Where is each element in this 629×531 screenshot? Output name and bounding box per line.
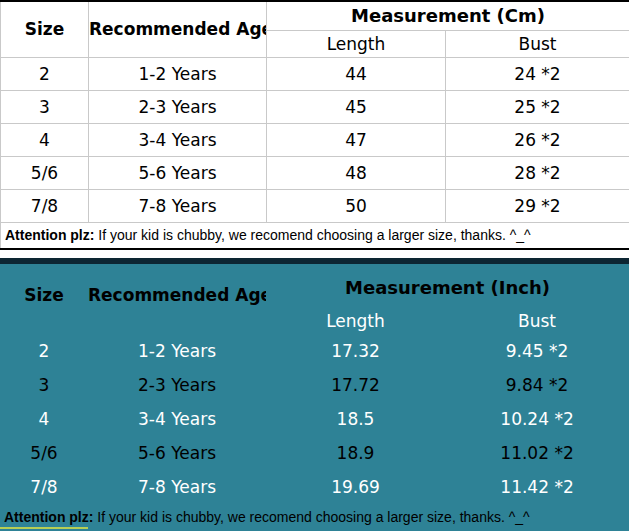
cm-length-cell: 50 bbox=[267, 189, 446, 222]
cm-attention-note: Attention plz: If your kid is chubby, we… bbox=[1, 222, 629, 249]
cm-table-row: 5/6 5-6 Years 48 28 *2 bbox=[1, 156, 629, 189]
size-chart-image: Size Recommended Age Measurement (Cm) Le… bbox=[0, 0, 629, 531]
inch-header-length: Length bbox=[266, 308, 445, 334]
inch-table-row: 3 2-3 Years 17.72 9.84 *2 bbox=[0, 368, 629, 402]
cm-age-cell: 1-2 Years bbox=[89, 57, 267, 90]
inch-table-row: 4 3-4 Years 18.5 10.24 *2 bbox=[0, 402, 629, 436]
inch-size-cell: 4 bbox=[0, 402, 88, 436]
inch-length-cell: 18.9 bbox=[266, 436, 445, 470]
inch-age-cell: 3-4 Years bbox=[88, 402, 266, 436]
cm-header-recommended-age: Recommended Age bbox=[89, 1, 267, 57]
inch-table-row: 7/8 7-8 Years 19.69 11.42 *2 bbox=[0, 470, 629, 504]
inch-attention-note: Attention plz: If your kid is chubby, we… bbox=[0, 504, 629, 528]
inch-header-size: Size bbox=[0, 266, 88, 334]
cm-header-measurement: Measurement (Cm) bbox=[267, 1, 629, 30]
size-chart-inch-table: Size Recommended Age Measurement (Inch) … bbox=[0, 266, 629, 528]
inch-age-cell: 7-8 Years bbox=[88, 470, 266, 504]
cm-bust-cell: 26 *2 bbox=[446, 123, 629, 156]
cm-length-cell: 48 bbox=[267, 156, 446, 189]
inch-header-measurement: Measurement (Inch) bbox=[266, 266, 629, 308]
cm-attention-label: Attention plz: bbox=[5, 227, 94, 243]
inch-size-cell: 2 bbox=[0, 334, 88, 368]
inch-age-cell: 2-3 Years bbox=[88, 368, 266, 402]
cm-age-cell: 3-4 Years bbox=[89, 123, 267, 156]
cm-size-cell: 3 bbox=[1, 90, 89, 123]
inch-bust-cell: 9.45 *2 bbox=[445, 334, 629, 368]
cm-table-row: 4 3-4 Years 47 26 *2 bbox=[1, 123, 629, 156]
cm-length-cell: 47 bbox=[267, 123, 446, 156]
inch-bust-cell: 10.24 *2 bbox=[445, 402, 629, 436]
inch-size-cell: 7/8 bbox=[0, 470, 88, 504]
cm-table-row: 2 1-2 Years 44 24 *2 bbox=[1, 57, 629, 90]
inch-attention-label: Attention plz: bbox=[4, 509, 93, 525]
cm-length-cell: 44 bbox=[267, 57, 446, 90]
cm-bust-cell: 25 *2 bbox=[446, 90, 629, 123]
cm-size-cell: 4 bbox=[1, 123, 89, 156]
inch-length-cell: 17.72 bbox=[266, 368, 445, 402]
inch-attention-text: If your kid is chubby, we recomend choos… bbox=[97, 509, 529, 525]
cm-size-cell: 2 bbox=[1, 57, 89, 90]
cm-header-bust: Bust bbox=[446, 30, 629, 57]
inch-age-cell: 1-2 Years bbox=[88, 334, 266, 368]
cm-size-cell: 5/6 bbox=[1, 156, 89, 189]
cm-age-cell: 5-6 Years bbox=[89, 156, 267, 189]
inch-length-cell: 19.69 bbox=[266, 470, 445, 504]
cm-attention-text: If your kid is chubby, we recomend choos… bbox=[98, 227, 530, 243]
cm-bust-cell: 24 *2 bbox=[446, 57, 629, 90]
cm-age-cell: 2-3 Years bbox=[89, 90, 267, 123]
cm-age-cell: 7-8 Years bbox=[89, 189, 267, 222]
inch-length-cell: 17.32 bbox=[266, 334, 445, 368]
inch-header-recommended-age: Recommended Age bbox=[88, 266, 266, 334]
cm-bust-cell: 28 *2 bbox=[446, 156, 629, 189]
inch-size-cell: 3 bbox=[0, 368, 88, 402]
inch-bust-cell: 11.42 *2 bbox=[445, 470, 629, 504]
cm-table-row: 3 2-3 Years 45 25 *2 bbox=[1, 90, 629, 123]
cm-length-cell: 45 bbox=[267, 90, 446, 123]
inch-length-cell: 18.5 bbox=[266, 402, 445, 436]
cm-header-length: Length bbox=[267, 30, 446, 57]
inch-bust-cell: 9.84 *2 bbox=[445, 368, 629, 402]
cropped-accent-bar bbox=[0, 527, 88, 529]
cm-header-size: Size bbox=[1, 1, 89, 57]
inch-age-cell: 5-6 Years bbox=[88, 436, 266, 470]
inch-size-cell: 5/6 bbox=[0, 436, 88, 470]
size-chart-cm-table: Size Recommended Age Measurement (Cm) Le… bbox=[0, 0, 629, 250]
size-chart-inch-section: Size Recommended Age Measurement (Inch) … bbox=[0, 264, 629, 531]
cm-size-cell: 7/8 bbox=[1, 189, 89, 222]
cm-table-row: 7/8 7-8 Years 50 29 *2 bbox=[1, 189, 629, 222]
inch-table-row: 2 1-2 Years 17.32 9.45 *2 bbox=[0, 334, 629, 368]
cm-bust-cell: 29 *2 bbox=[446, 189, 629, 222]
inch-bust-cell: 11.02 *2 bbox=[445, 436, 629, 470]
inch-header-bust: Bust bbox=[445, 308, 629, 334]
inch-table-row: 5/6 5-6 Years 18.9 11.02 *2 bbox=[0, 436, 629, 470]
